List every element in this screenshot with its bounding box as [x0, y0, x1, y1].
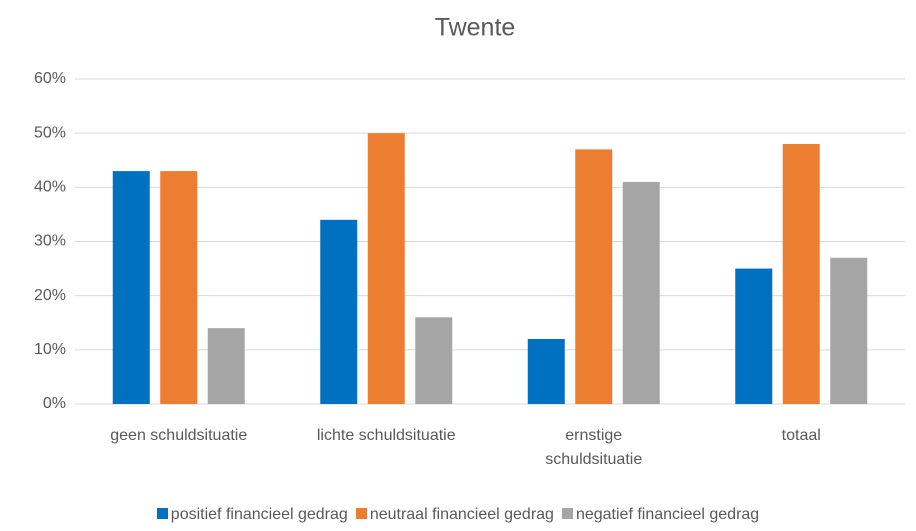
legend-swatch [156, 508, 168, 519]
legend: positief financieel gedrag neutraal finan… [0, 506, 916, 524]
legend-label: negatief financieel gedrag [575, 506, 760, 523]
y-tick-label: 10% [34, 341, 66, 358]
bar [735, 268, 773, 404]
chart-title: Twente [435, 14, 516, 42]
bar [160, 171, 198, 404]
y-tick-label: 50% [34, 124, 66, 141]
legend-item: negatief financieel gedrag [561, 506, 760, 524]
bar [830, 257, 868, 404]
y-tick-label: 30% [34, 233, 66, 250]
legend-swatch [355, 508, 367, 519]
legend-label: neutraal financieel gedrag [369, 506, 554, 523]
bar [112, 171, 150, 404]
legend-item: positief financieel gedrag [156, 506, 348, 524]
y-tick-label: 20% [34, 287, 66, 304]
bar [527, 339, 565, 404]
legend-label: positief financieel gedrag [170, 506, 348, 523]
y-tick-label: 60% [34, 70, 66, 87]
bar [367, 133, 405, 404]
x-tick-label: geen schuldsituatie [110, 427, 248, 444]
bar [415, 317, 453, 404]
bar [575, 149, 613, 404]
bar [320, 219, 358, 404]
x-tick-label: lichte schuldsituatie [316, 427, 456, 444]
legend-item: neutraal financieel gedrag [355, 506, 554, 524]
x-tick-label: totaal [781, 427, 821, 444]
bar [622, 181, 660, 404]
legend-swatch [561, 508, 573, 519]
y-tick-label: 0% [43, 395, 66, 412]
y-tick-label: 40% [34, 179, 66, 196]
x-tick-label: ernstige schuldsituatie [545, 427, 643, 468]
bar [782, 144, 820, 404]
bar [207, 328, 245, 404]
